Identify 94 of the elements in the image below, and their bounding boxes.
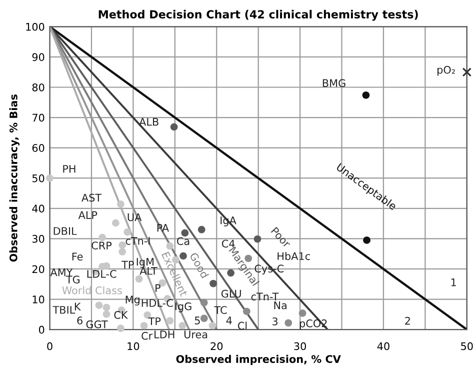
point: [135, 275, 143, 283]
annotation: IgM: [136, 258, 154, 268]
annotation: TC: [214, 306, 227, 314]
annotation: cTn-I: [126, 237, 150, 245]
annotation: cTn-T: [251, 292, 279, 301]
point: [198, 226, 206, 234]
y-tick-label: 60: [32, 144, 44, 152]
point: [117, 324, 124, 332]
x-axis-title: Observed imprecision, % CV: [176, 354, 341, 366]
annotation: ALB: [139, 118, 158, 126]
y-tick-label: 40: [32, 204, 44, 213]
point: [208, 322, 216, 330]
y-tick-label: 10: [32, 296, 44, 304]
annotation: HDL-C: [142, 299, 173, 307]
point: [362, 91, 370, 99]
point: [298, 310, 306, 317]
point: [140, 322, 148, 330]
annotation: TG: [66, 276, 80, 284]
point: [118, 241, 126, 249]
y-tick-label: 100: [26, 22, 44, 31]
point: [200, 298, 208, 306]
y-axis-title: Observed inaccuracy, % Bias: [9, 94, 20, 262]
annotation: AMY: [50, 268, 73, 276]
annotation: GGT: [86, 320, 108, 328]
annotation: IgG: [175, 302, 192, 312]
point: [181, 229, 189, 237]
annotation: Na: [274, 302, 286, 310]
y-tick-label: 50: [32, 174, 44, 182]
point: [363, 236, 370, 244]
point: [118, 248, 126, 256]
x-tick-label: 20: [210, 342, 223, 350]
annotation: PH: [63, 165, 76, 173]
point: [254, 235, 262, 243]
annotation: DBIL: [54, 227, 77, 235]
annotation: 5: [194, 316, 200, 324]
y-tick-label: 0: [38, 326, 44, 334]
annotation: C4: [222, 240, 235, 248]
annotation: CRP: [92, 242, 112, 250]
annotation: 4: [226, 316, 232, 324]
point: [462, 67, 472, 77]
annotation: AST: [82, 194, 102, 202]
point: [124, 228, 132, 236]
y-tick-label: 70: [32, 114, 44, 122]
point: [166, 317, 174, 324]
y-tick-label: 20: [32, 265, 44, 274]
point: [102, 310, 110, 318]
x-tick-label: 0: [47, 342, 52, 350]
point: [95, 302, 103, 310]
point: [144, 311, 152, 319]
annotation: K: [74, 302, 81, 310]
annotation: BMG: [322, 79, 346, 88]
text: World Class: [62, 286, 122, 294]
point: [178, 322, 186, 330]
annotation: 2: [405, 316, 410, 325]
annotation: CK: [114, 310, 128, 319]
annotation: HbA1c: [278, 252, 310, 260]
point: [98, 234, 106, 242]
y-tick-label: 30: [32, 234, 44, 243]
point: [210, 280, 217, 288]
y-tick-label: 90: [32, 53, 44, 62]
annotation: 3: [272, 317, 278, 326]
point: [242, 308, 250, 316]
point: [200, 314, 208, 322]
point: [102, 304, 110, 312]
x-tick-label: 40: [377, 342, 390, 350]
annotation: TP: [148, 317, 161, 326]
x-tick-label: 30: [294, 342, 306, 350]
annotation: Ca: [177, 237, 190, 246]
annotation: ALP: [78, 211, 98, 219]
annotation: 6: [77, 316, 82, 324]
annotation: 1: [451, 278, 456, 286]
point: [170, 123, 178, 131]
annotation: pO₂: [438, 66, 455, 76]
annotation: TBIL: [52, 306, 76, 314]
point: [284, 319, 292, 327]
annotation: Cr: [142, 332, 153, 340]
annotation: UA: [128, 213, 142, 222]
annotation: LDL-C: [87, 270, 116, 278]
annotation: Cl: [238, 322, 247, 330]
point: [166, 242, 174, 250]
y-tick-label: 80: [32, 83, 44, 92]
annotation: LDH: [154, 330, 174, 338]
annotation: ALT: [140, 267, 158, 275]
annotation: Mg: [126, 296, 140, 306]
annotation: Fe: [72, 252, 83, 260]
annotation: Urea: [184, 330, 208, 338]
x-tick-label: 50: [461, 342, 473, 350]
point: [46, 174, 54, 182]
annotation: P: [156, 284, 160, 292]
chart-title: Method Decision Chart (42 clinical chemistry tests): [98, 10, 418, 21]
point: [112, 219, 120, 227]
annotation: TP: [122, 260, 134, 268]
x-tick-label: 10: [128, 342, 140, 350]
point: [117, 200, 124, 208]
